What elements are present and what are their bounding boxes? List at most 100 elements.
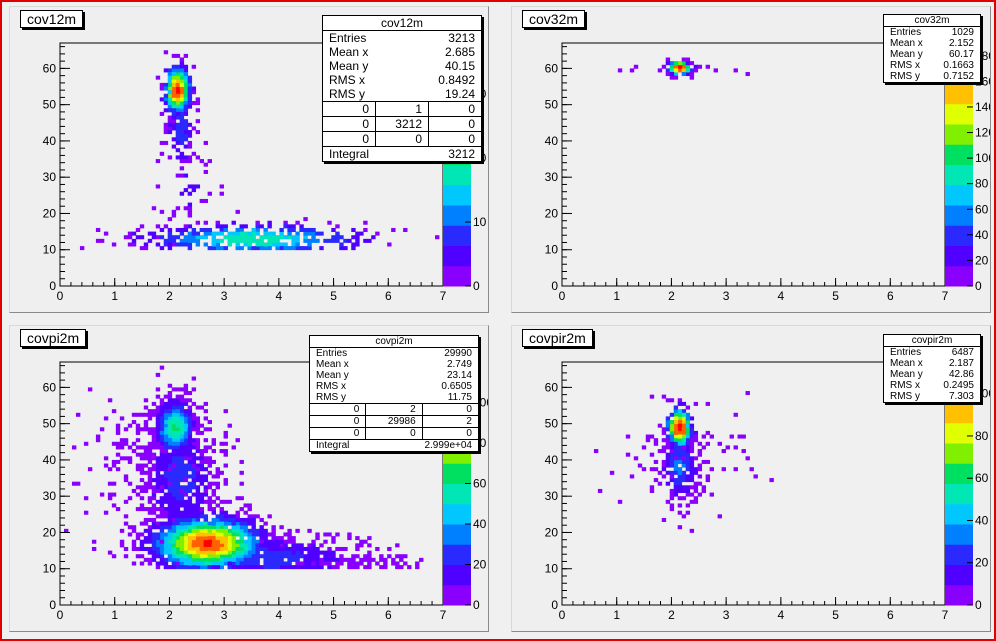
heatmap-cell <box>665 481 671 486</box>
heatmap-cell <box>167 532 173 537</box>
heatmap-cell <box>187 445 193 450</box>
heatmap-cell <box>171 64 177 69</box>
heatmap-cell <box>195 492 201 497</box>
heatmap-cell <box>219 561 224 566</box>
heatmap-cell <box>235 521 240 526</box>
heatmap-cell <box>155 434 161 439</box>
heatmap-cell <box>275 550 280 555</box>
heatmap-cell <box>231 565 236 570</box>
stats-box-cov12m[interactable]: cov12m Entries 3213 Mean x 2.685 Mean y 40.… <box>322 15 482 162</box>
heatmap-cell <box>363 539 368 544</box>
heatmap-cell <box>195 449 201 454</box>
heatmap-cell <box>187 499 193 504</box>
heatmap-cell <box>335 238 340 243</box>
y-tick-label: 20 <box>43 525 57 539</box>
heatmap-cell <box>167 383 173 388</box>
heatmap-cell <box>367 536 372 541</box>
heatmap-cell <box>191 561 197 566</box>
heatmap-cell <box>677 470 683 475</box>
heatmap-cell <box>215 485 220 490</box>
heatmap-cell <box>307 238 312 243</box>
heatmap-cell <box>235 554 240 559</box>
heatmap-cell <box>231 550 236 555</box>
heatmap-cell <box>179 227 185 232</box>
heatmap-cell <box>685 427 691 432</box>
heatmap-cell <box>167 481 173 486</box>
heatmap-cell <box>163 510 169 515</box>
heatmap-cell <box>339 246 344 251</box>
heatmap-cell <box>211 481 216 486</box>
heatmap-cell <box>251 521 256 526</box>
heatmap-cell <box>171 75 177 80</box>
heatmap-cell <box>203 409 209 414</box>
heatmap-cell <box>319 565 324 570</box>
heatmap-cell <box>685 61 691 66</box>
heatmap-cell <box>147 546 153 551</box>
heatmap-cell <box>179 111 185 116</box>
heatmap-cell <box>187 525 193 530</box>
heatmap-cell <box>685 430 691 435</box>
heatmap-cell <box>151 521 157 526</box>
heatmap-cell <box>681 412 687 417</box>
heatmap-cell <box>183 456 189 461</box>
heatmap-cell <box>175 72 181 77</box>
heatmap-cell <box>673 423 679 428</box>
heatmap-cell <box>163 532 169 537</box>
heatmap-cell <box>179 449 185 454</box>
heatmap-cell <box>123 521 129 526</box>
heatmap-cell <box>275 246 280 251</box>
heatmap-cell <box>147 536 153 541</box>
heatmap-cell <box>183 485 189 490</box>
heatmap-cell <box>171 93 177 98</box>
heatmap-cell <box>135 430 141 435</box>
colorbar-segment <box>945 225 973 246</box>
heatmap-cell <box>103 416 109 421</box>
heatmap-cell <box>665 434 671 439</box>
heatmap-cell <box>689 528 695 533</box>
pad-covpir2m[interactable]: 012345670102030405060020406080100 covpir… <box>511 325 991 632</box>
heatmap-cell <box>171 430 177 435</box>
heatmap-cell <box>163 238 169 243</box>
heatmap-cell <box>243 235 248 240</box>
heatmap-cell <box>199 557 205 562</box>
heatmap-cell <box>199 543 205 548</box>
heatmap-cell <box>163 496 169 501</box>
heatmap-cell <box>211 546 216 551</box>
heatmap-cell <box>179 394 185 399</box>
heatmap-cell <box>203 565 209 570</box>
heatmap-cell <box>115 467 121 472</box>
colorbar-segment <box>443 184 471 206</box>
heatmap-cell <box>355 242 360 247</box>
heatmap-cell <box>187 532 193 537</box>
heatmap-cell <box>147 517 153 522</box>
heatmap-cell <box>155 394 161 399</box>
heatmap-cell <box>219 536 224 541</box>
stats-integral: Integral 2.999e+04 <box>316 440 472 451</box>
heatmap-cell <box>203 561 209 566</box>
heatmap-cell <box>151 438 157 443</box>
heatmap-cell <box>207 539 212 544</box>
x-tick-label: 4 <box>778 608 785 622</box>
heatmap-cell <box>135 485 141 490</box>
x-tick-label: 3 <box>723 608 730 622</box>
heatmap-cell <box>171 122 177 127</box>
heatmap-cell <box>187 246 193 251</box>
heatmap-cell <box>295 554 300 559</box>
heatmap-cell <box>179 517 185 522</box>
heatmap-cell <box>259 554 264 559</box>
heatmap-cell <box>175 550 181 555</box>
heatmap-cell <box>131 449 137 454</box>
pad-cov32m[interactable]: 0123456701020304050600204060801001201401… <box>511 6 991 313</box>
pad-covpi2m[interactable]: 012345670102030405060020406080100 covpi2… <box>9 325 489 632</box>
heatmap-cell <box>207 532 212 537</box>
heatmap-cell <box>259 235 264 240</box>
heatmap-cell <box>187 209 193 214</box>
stats-box-cov32m[interactable]: cov32m Entries 1029 Mean x 2.152 Mean y 60.… <box>883 14 981 83</box>
heatmap-cell <box>159 246 165 251</box>
pad-cov12m[interactable]: 0123456701020304050600102030 cov12m cov1… <box>9 6 489 313</box>
heatmap-cell <box>681 449 687 454</box>
heatmap-cell <box>219 532 224 537</box>
heatmap-cell <box>335 561 340 566</box>
